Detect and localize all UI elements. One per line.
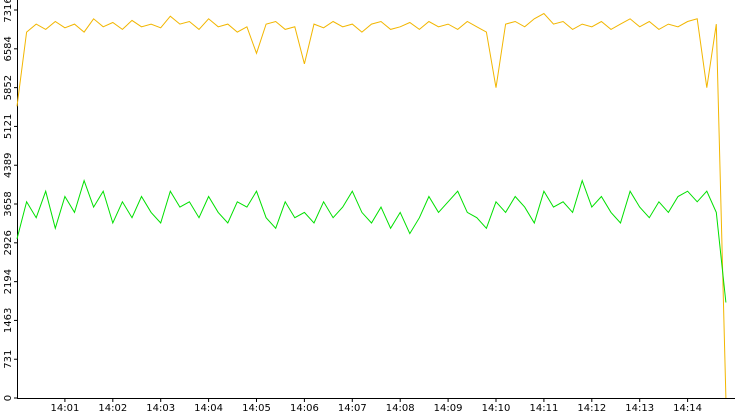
y-tick-label: 3658 bbox=[3, 191, 14, 216]
y-tick-label: 2926 bbox=[3, 230, 14, 255]
x-tick-label: 14:13 bbox=[625, 403, 654, 414]
x-tick-label: 14:04 bbox=[194, 403, 223, 414]
x-tick-label: 14:05 bbox=[242, 403, 271, 414]
series-line bbox=[16, 12, 727, 399]
x-tick-label: 14:09 bbox=[434, 403, 463, 414]
x-tick-label: 14:14 bbox=[673, 403, 702, 414]
y-tick-label: 7316 bbox=[3, 0, 14, 23]
y-tick-label: 6584 bbox=[3, 36, 14, 61]
y-tick-label: 5121 bbox=[3, 114, 14, 139]
y-tick-label: 0 bbox=[3, 395, 14, 401]
x-tick-label: 14:10 bbox=[482, 403, 511, 414]
x-tick-label: 14:08 bbox=[386, 403, 415, 414]
x-tick-label: 14:02 bbox=[98, 403, 127, 414]
y-tick-label: 1463 bbox=[3, 308, 14, 333]
y-tick-label: 5852 bbox=[3, 75, 14, 100]
series-line bbox=[16, 179, 727, 303]
x-tick-label: 14:11 bbox=[529, 403, 558, 414]
x-tick-label: 14:01 bbox=[50, 403, 79, 414]
y-tick-label: 4389 bbox=[3, 153, 14, 178]
y-tick-label: 2194 bbox=[3, 269, 14, 294]
x-tick-label: 14:12 bbox=[577, 403, 606, 414]
x-tick-label: 14:07 bbox=[338, 403, 367, 414]
x-tick-label: 14:06 bbox=[290, 403, 319, 414]
y-tick-label: 731 bbox=[3, 350, 14, 369]
x-tick-label: 14:03 bbox=[146, 403, 175, 414]
